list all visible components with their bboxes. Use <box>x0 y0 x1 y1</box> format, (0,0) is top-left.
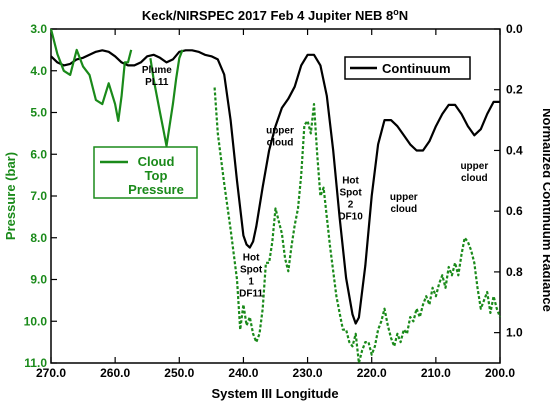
legend-cloud: Cloud Top Pressure <box>93 146 198 199</box>
annotation-text: cloud <box>461 173 488 184</box>
legend-continuum-label: Continuum <box>382 61 451 76</box>
annotation-text: Plume <box>142 65 172 76</box>
annotation-text: DF10 <box>338 211 363 222</box>
series-line-1 <box>49 28 133 122</box>
y-left-tick-label: 5.0 <box>30 106 47 120</box>
y-axis-left-label: Pressure (bar) <box>3 152 18 240</box>
x-tick-label: 250.0 <box>164 366 194 380</box>
annotation-text: PL11 <box>145 77 169 88</box>
x-tick-label: 270.0 <box>36 366 66 380</box>
annotation-text: Spot <box>339 187 362 198</box>
series-line-3 <box>213 87 502 365</box>
y-left-tick-label: 11.0 <box>24 356 47 370</box>
series-line-0 <box>50 49 500 325</box>
legend-cloud-box <box>93 146 198 199</box>
x-tick-label: 230.0 <box>293 366 323 380</box>
legend-cloud-line-3: Pressure <box>128 182 184 197</box>
y-left-tick-label: 9.0 <box>30 273 47 287</box>
y-right-tick-label: 1.0 <box>506 326 523 340</box>
annotation-text: upper <box>266 125 294 136</box>
y-left-tick-label: 4.0 <box>30 64 47 78</box>
chart-title: Keck/NIRSPEC 2017 Feb 4 Jupiter NEB 8oN <box>142 7 408 23</box>
legend-cloud-line-2: Top <box>145 168 168 183</box>
annotation-text: 2 <box>348 199 354 210</box>
y-axis-right-label: Normalized Continuum Radiance <box>540 108 550 312</box>
annotation-text: cloud <box>390 204 417 215</box>
x-tick-label: 220.0 <box>357 366 387 380</box>
x-axis-label: System III Longitude <box>211 386 338 401</box>
y-left-tick-label: 6.0 <box>30 147 47 161</box>
x-tick-label: 240.0 <box>228 366 258 380</box>
annotation-text: cloud <box>267 137 294 148</box>
y-left-tick-label: 8.0 <box>30 231 47 245</box>
annotation-text: 1 <box>248 277 254 288</box>
legend-continuum-box <box>344 56 471 80</box>
y-right-tick-label: 0.8 <box>506 265 523 279</box>
series-line-2 <box>149 49 184 147</box>
y-left-tick-label: 7.0 <box>30 189 47 203</box>
annotation-text: Hot <box>243 253 260 264</box>
series-group <box>49 28 502 365</box>
annotation-text: DF11 <box>239 289 263 300</box>
y-left-tick-label: 10.0 <box>24 314 48 328</box>
annotations: PlumePL11uppercloudHotSpot1DF11HotSpot2D… <box>142 65 489 300</box>
legend-cloud-line-1: Cloud <box>138 154 175 169</box>
y-right-tick-label: 0.6 <box>506 204 523 218</box>
legend-continuum: Continuum <box>344 56 471 80</box>
y-right-tick-label: 0.0 <box>506 22 523 36</box>
x-tick-label: 210.0 <box>421 366 451 380</box>
annotation-text: upper <box>460 161 488 172</box>
y-right-tick-label: 0.2 <box>506 83 523 97</box>
chart-title-degree: o <box>393 7 399 17</box>
chart-title-main: Keck/NIRSPEC 2017 Feb 4 Jupiter NEB 8 <box>142 8 393 23</box>
x-tick-label: 260.0 <box>100 366 130 380</box>
annotation-text: upper <box>390 192 418 203</box>
chart-title-suffix: N <box>399 8 408 23</box>
x-tick-label: 200.0 <box>485 366 515 380</box>
annotation-text: Hot <box>342 175 359 186</box>
y-right-tick-label: 0.4 <box>506 143 523 157</box>
y-left-tick-label: 3.0 <box>30 22 47 36</box>
annotation-text: Spot <box>240 265 263 276</box>
axis-ticks: 270.0 260.0 250.0 240.0 230.0 220.0 210.0 200.0… <box>24 22 523 380</box>
